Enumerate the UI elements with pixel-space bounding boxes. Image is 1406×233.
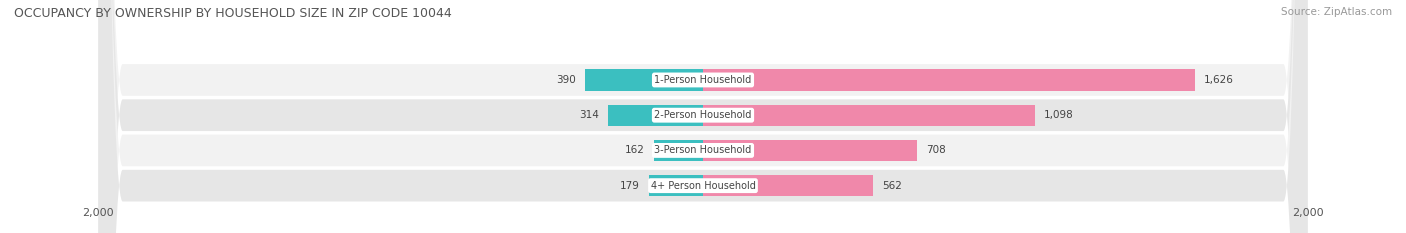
FancyBboxPatch shape	[98, 0, 1308, 233]
Bar	[607, 105, 703, 126]
Text: 2-Person Household: 2-Person Household	[654, 110, 752, 120]
Text: 162: 162	[626, 145, 645, 155]
Text: OCCUPANCY BY OWNERSHIP BY HOUSEHOLD SIZE IN ZIP CODE 10044: OCCUPANCY BY OWNERSHIP BY HOUSEHOLD SIZE…	[14, 7, 451, 20]
Text: 1,626: 1,626	[1204, 75, 1233, 85]
Text: 4+ Person Household: 4+ Person Household	[651, 181, 755, 191]
Text: 562: 562	[882, 181, 901, 191]
Bar	[703, 140, 917, 161]
FancyBboxPatch shape	[98, 0, 1308, 233]
Bar	[703, 69, 1195, 91]
Text: 708: 708	[927, 145, 946, 155]
Text: 314: 314	[579, 110, 599, 120]
Bar	[654, 140, 703, 161]
Text: 390: 390	[557, 75, 576, 85]
FancyBboxPatch shape	[98, 0, 1308, 233]
Bar	[703, 175, 873, 196]
Text: 1,098: 1,098	[1045, 110, 1074, 120]
Bar	[585, 69, 703, 91]
Text: 1-Person Household: 1-Person Household	[654, 75, 752, 85]
Text: Source: ZipAtlas.com: Source: ZipAtlas.com	[1281, 7, 1392, 17]
Bar	[650, 175, 703, 196]
Text: 3-Person Household: 3-Person Household	[654, 145, 752, 155]
Text: 179: 179	[620, 181, 640, 191]
Bar	[703, 105, 1035, 126]
FancyBboxPatch shape	[98, 0, 1308, 233]
